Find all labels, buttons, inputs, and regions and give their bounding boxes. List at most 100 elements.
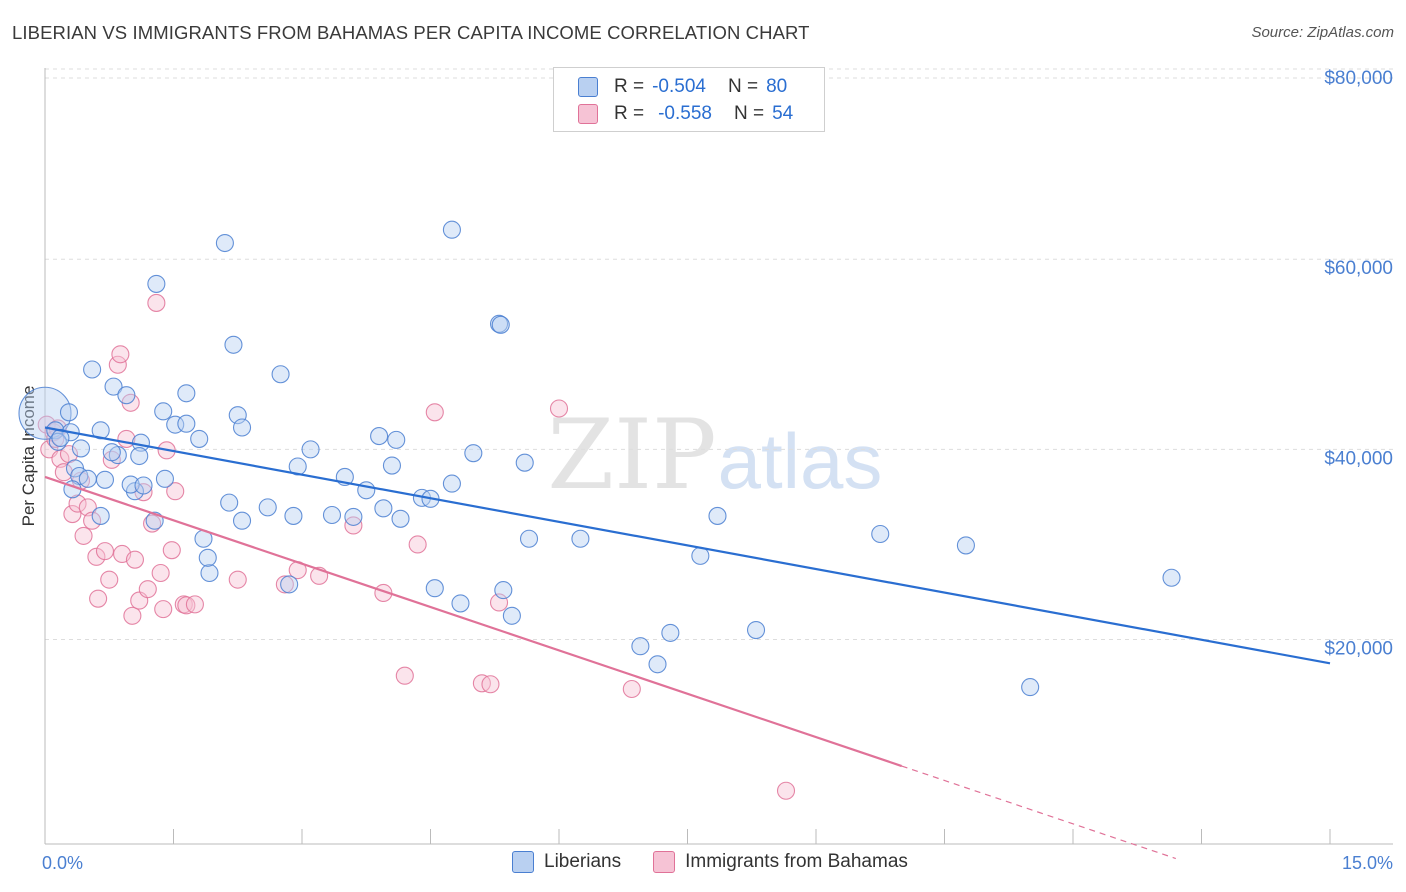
data-point xyxy=(571,529,590,548)
data-point xyxy=(519,529,539,548)
series-legend: Liberians Immigrants from Bahamas xyxy=(512,851,940,873)
liberians-r-value: -0.504 xyxy=(652,76,706,97)
data-point xyxy=(200,563,219,583)
data-point xyxy=(121,475,140,494)
data-point xyxy=(491,315,510,334)
data-point xyxy=(117,386,136,405)
data-point xyxy=(1021,678,1040,697)
data-point xyxy=(284,506,303,525)
data-point xyxy=(100,570,119,589)
data-point xyxy=(515,453,534,472)
legend-item-liberians: Liberians xyxy=(512,851,621,873)
data-point xyxy=(83,511,102,530)
data-point xyxy=(68,494,87,513)
n-label: N = xyxy=(727,76,759,97)
data-point xyxy=(102,443,121,462)
data-point xyxy=(382,456,402,475)
chart-title: LIBERIAN VS IMMIGRANTS FROM BAHAMAS PER … xyxy=(12,22,810,43)
liberians-trend-line xyxy=(44,426,1331,665)
watermark: ZIP atlas xyxy=(547,399,882,511)
data-point xyxy=(391,509,410,528)
data-point xyxy=(489,314,509,333)
data-point xyxy=(166,482,185,501)
data-point xyxy=(549,399,569,418)
liberians-legend-label: Liberians xyxy=(544,851,622,872)
x-tick-label: 15.0% xyxy=(1342,853,1393,873)
data-point xyxy=(147,293,166,312)
data-point xyxy=(104,377,123,396)
data-point xyxy=(89,589,108,608)
data-point xyxy=(54,463,73,482)
y-tick-label: $80,000 xyxy=(1324,68,1393,89)
r-label: R = xyxy=(614,103,645,124)
legend-row-bahamas: R = -0.558 N = 54 xyxy=(578,101,793,127)
axes xyxy=(44,68,1393,845)
data-point xyxy=(481,675,500,694)
data-point xyxy=(464,444,483,463)
y-axis-label: Per Capita Income xyxy=(19,386,38,527)
data-point xyxy=(162,541,181,560)
legend-item-bahamas: Immigrants from Bahamas xyxy=(653,851,908,873)
bahamas-legend-swatch xyxy=(653,851,676,873)
data-point xyxy=(111,345,130,364)
chart-source: Source: ZipAtlas.com xyxy=(1251,24,1394,41)
data-point xyxy=(387,430,406,449)
data-point xyxy=(301,440,320,459)
correlation-legend: R = -0.504 N = 80 R = -0.558 N = 54 xyxy=(553,67,825,132)
liberians-n-value: 80 xyxy=(766,76,788,97)
data-point xyxy=(125,550,144,569)
data-point xyxy=(185,595,204,614)
data-point xyxy=(220,493,239,512)
data-point xyxy=(74,526,93,545)
data-point xyxy=(91,506,110,525)
data-point xyxy=(344,507,363,526)
data-point xyxy=(622,679,641,699)
data-point xyxy=(71,439,91,458)
data-point xyxy=(95,542,115,561)
data-point xyxy=(215,233,234,253)
data-point xyxy=(451,594,470,613)
data-point xyxy=(138,580,157,599)
data-point xyxy=(258,498,277,517)
data-point xyxy=(661,623,680,642)
data-point xyxy=(18,386,72,440)
data-point xyxy=(322,505,342,525)
data-point xyxy=(395,666,414,685)
data-point xyxy=(108,355,127,374)
data-point xyxy=(151,563,170,583)
data-point xyxy=(746,620,766,640)
data-point xyxy=(63,504,82,524)
data-point xyxy=(408,535,427,554)
watermark-zip: ZIP xyxy=(547,399,716,511)
data-point xyxy=(177,384,196,403)
data-point xyxy=(143,514,162,533)
data-point xyxy=(59,403,79,422)
legend-row-liberians: R = -0.504 N = 80 xyxy=(578,74,787,100)
series-bahamas-points xyxy=(37,293,796,800)
data-point xyxy=(370,427,389,446)
x-tick-labels: 0.0% 15.0% xyxy=(42,853,1393,873)
data-point xyxy=(442,220,461,239)
bahamas-r-value: -0.558 xyxy=(658,103,712,124)
data-point xyxy=(154,402,173,421)
data-point xyxy=(78,498,97,517)
data-point xyxy=(134,476,153,495)
data-point xyxy=(155,469,174,488)
bahamas-n-value: 54 xyxy=(772,103,794,124)
data-point xyxy=(224,335,243,354)
data-point xyxy=(275,575,294,594)
data-point xyxy=(91,421,110,440)
watermark-atlas: atlas xyxy=(718,417,883,505)
data-point xyxy=(494,581,513,600)
data-point xyxy=(425,403,444,422)
gridlines xyxy=(45,68,1393,641)
trend-lines xyxy=(44,426,1331,860)
y-tick-label: $20,000 xyxy=(1324,639,1393,660)
y-tick-labels: $20,000 $40,000 $60,000 $80,000 xyxy=(1324,68,1393,660)
data-point xyxy=(95,470,115,489)
data-point xyxy=(232,511,252,530)
data-point xyxy=(198,548,217,567)
data-point xyxy=(271,365,290,384)
series-liberians-points xyxy=(18,220,1181,697)
